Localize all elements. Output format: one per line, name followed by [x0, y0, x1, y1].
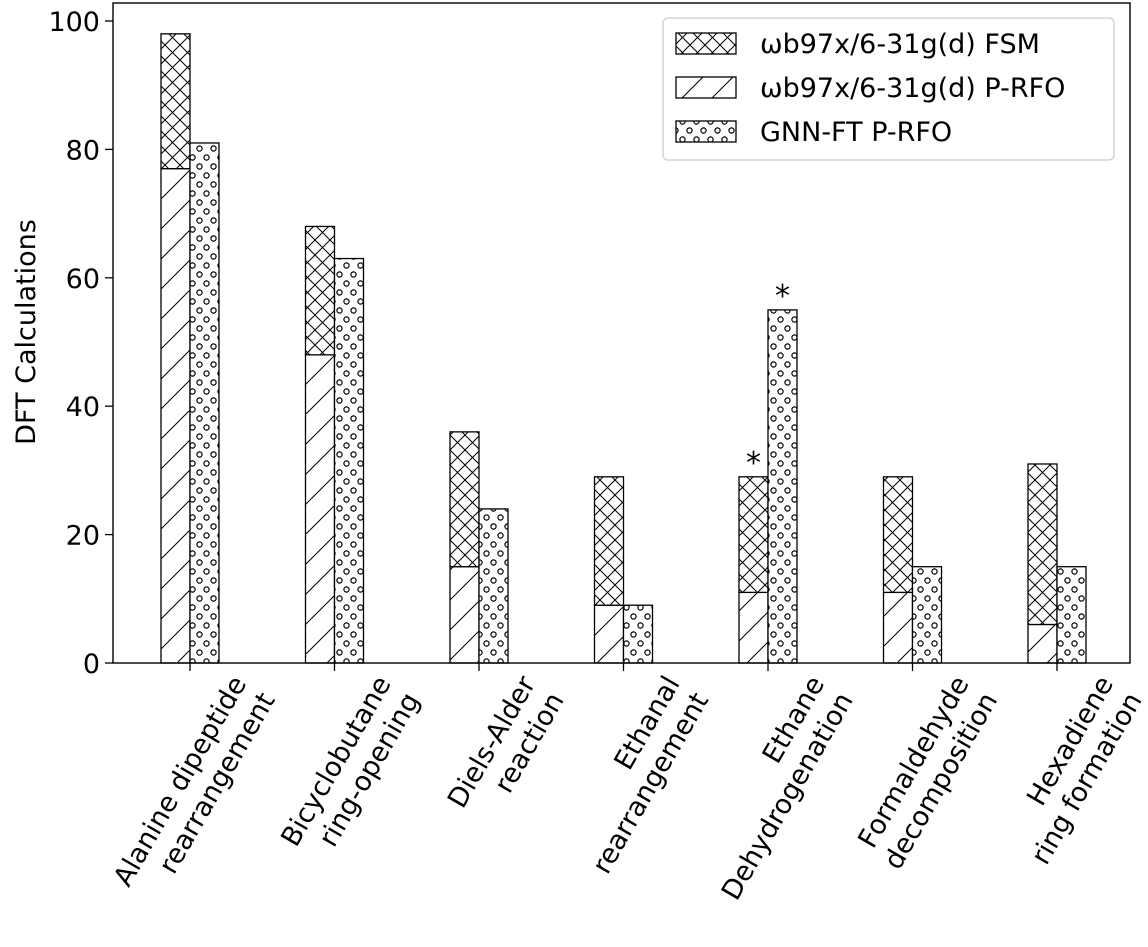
y-tick-label: 80 — [66, 135, 100, 166]
y-tick-label: 60 — [66, 264, 100, 295]
bar-dots-6 — [1056, 566, 1087, 664]
bar-crosshatch-5 — [882, 476, 914, 594]
y-axis-title: DFT Calculations — [11, 219, 42, 445]
legend-label: GNN-FT P-RFO — [760, 117, 952, 148]
bar-dots-4 — [767, 309, 798, 664]
bar-diagonal-2 — [449, 566, 480, 664]
bars-layer — [160, 33, 1087, 664]
bar-crosshatch-1 — [304, 225, 336, 356]
y-tick-label: 40 — [66, 392, 100, 423]
x-tick-label: Hexadienering formation — [997, 671, 1148, 870]
legend-label: ωb97x/6-31g(d) FSM — [760, 29, 1040, 60]
plot-frame — [112, 2, 1131, 664]
bar-dots-0 — [189, 142, 220, 664]
annotation-star-1: * — [775, 279, 790, 314]
bar-crosshatch-4 — [738, 476, 769, 594]
bar-dots-3 — [622, 604, 654, 664]
x-tick-label: Diels-Alderreaction — [442, 670, 571, 830]
y-tick-label: 100 — [48, 7, 100, 38]
bar-dots-2 — [478, 508, 509, 664]
bar-dots-5 — [911, 566, 943, 664]
bar-crosshatch-6 — [1027, 463, 1058, 626]
y-axis: 0 20 40 60 80 100 — [48, 7, 113, 680]
bar-diagonal-1 — [304, 354, 336, 664]
x-tick-label: Formaldehydedecomposition — [850, 671, 1005, 875]
legend-frame — [662, 17, 1115, 161]
annotation-star-0: * — [746, 446, 761, 481]
y-tick-label: 20 — [66, 521, 100, 552]
legend-swatch-crosshatch — [675, 32, 737, 55]
x-axis: Alanine dipeptiderearrangementBicyclobut… — [108, 663, 1148, 908]
legend-swatch-dots — [675, 120, 737, 143]
legend: ωb97x/6-31g(d) FSM ωb97x/6-31g(d) P-RFO GN… — [662, 17, 1115, 161]
x-tick-label: Ethanalrearrangement — [558, 671, 715, 879]
bar-dots-1 — [333, 257, 365, 664]
bar-diagonal-6 — [1027, 623, 1058, 664]
bar-diagonal-0 — [160, 168, 191, 664]
legend-swatch-diagonal — [675, 76, 737, 99]
bar-diagonal-4 — [738, 591, 769, 664]
bar-diagonal-5 — [882, 591, 914, 664]
bar-crosshatch-2 — [449, 431, 480, 568]
x-tick-label: Alanine dipeptiderearrangement — [108, 671, 282, 908]
bar-crosshatch-0 — [160, 33, 191, 170]
bar-crosshatch-3 — [593, 476, 625, 606]
y-tick-label: 0 — [83, 649, 100, 680]
bar-diagonal-3 — [593, 604, 625, 664]
annotations-layer: ** — [746, 279, 790, 481]
x-tick-label: Bicyclobutanering-opening — [275, 671, 426, 868]
legend-label: ωb97x/6-31g(d) P-RFO — [760, 73, 1065, 104]
